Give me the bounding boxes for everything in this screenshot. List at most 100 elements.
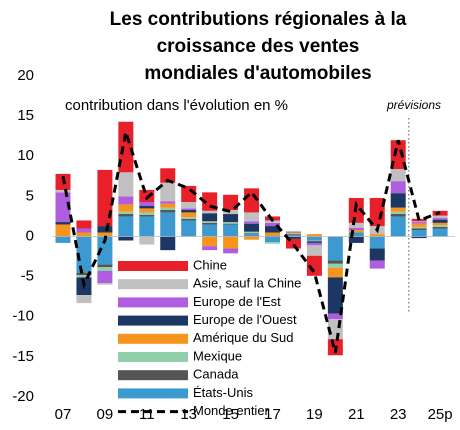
bar-segment xyxy=(160,236,176,251)
bar-segment xyxy=(369,248,385,261)
bar-segment xyxy=(244,233,260,235)
bar-segment xyxy=(76,272,92,276)
bar-segment xyxy=(223,222,239,224)
bar-segment xyxy=(202,246,218,251)
bar-segment xyxy=(285,234,301,237)
chart-title: Les contributions régionales à la xyxy=(110,9,407,30)
chart-title: croissance des ventes xyxy=(157,36,360,57)
bar-segment xyxy=(76,236,92,273)
bar-segment xyxy=(348,222,364,228)
bar-segment xyxy=(97,264,113,267)
bar-segment xyxy=(327,260,343,264)
x-tick-label: 17 xyxy=(264,406,281,423)
legend-swatch xyxy=(118,370,188,381)
bar-segment xyxy=(432,226,448,229)
legend-label: Europe de l'Est xyxy=(193,294,281,309)
bar-segment xyxy=(97,283,113,285)
bar-segment xyxy=(118,196,134,205)
bar-segment xyxy=(118,172,134,197)
bar-segment xyxy=(327,263,343,268)
legend-label: Canada xyxy=(193,367,239,382)
bar-segment xyxy=(348,230,364,233)
bar-segment xyxy=(118,211,134,215)
bar-segment xyxy=(306,255,322,276)
bar-segment xyxy=(411,223,427,227)
bar-segment xyxy=(181,201,197,209)
bar-segment xyxy=(202,210,218,214)
bar-segment xyxy=(223,223,239,225)
bar-segment xyxy=(348,227,364,231)
bar-segment xyxy=(265,235,280,237)
bar-segment xyxy=(348,232,364,237)
bar-segment xyxy=(432,219,448,223)
bar-segment xyxy=(160,203,176,208)
bar-segment xyxy=(55,224,71,237)
y-tick-label: -20 xyxy=(12,388,34,405)
legend-label: Chine xyxy=(193,257,227,272)
bar-segment xyxy=(265,232,280,236)
x-tick-label: 09 xyxy=(97,406,114,423)
bar-segment xyxy=(265,236,280,243)
legend-swatch xyxy=(118,333,188,344)
x-tick-label: 25p xyxy=(428,406,453,423)
bar-segment xyxy=(411,222,427,224)
legend-label: Amérique du Sud xyxy=(193,330,293,345)
bar-segment xyxy=(390,181,406,194)
bar-segment xyxy=(223,214,239,223)
bar-segment xyxy=(369,234,385,237)
bar-segment xyxy=(432,228,448,237)
bar-segment xyxy=(432,215,448,219)
bar-segment xyxy=(139,214,155,217)
bar-segment xyxy=(285,232,301,234)
y-tick-label: -15 xyxy=(12,348,34,365)
bar-segment xyxy=(97,169,113,227)
bar-segment xyxy=(285,238,301,249)
x-tick-label: 21 xyxy=(348,406,365,423)
legend-label: Mexique xyxy=(193,348,242,363)
bar-segment xyxy=(432,225,448,227)
bar-segment xyxy=(306,241,322,243)
bar-segment xyxy=(327,313,343,320)
bar-segment xyxy=(160,168,176,183)
bar-segment xyxy=(285,233,301,235)
bar-segment xyxy=(223,224,239,237)
chart-title: mondiales d'automobiles xyxy=(144,63,371,84)
bar-segment xyxy=(202,224,218,237)
y-tick-label: 0 xyxy=(26,227,34,244)
y-tick-label: 15 xyxy=(17,107,34,124)
bar-segment xyxy=(411,230,427,237)
bar-segment xyxy=(202,222,218,225)
bar-segment xyxy=(118,216,134,237)
x-tick-label: 23 xyxy=(390,406,407,423)
bar-segment xyxy=(97,271,113,284)
bar-segment xyxy=(390,214,406,217)
bar-segment xyxy=(160,201,176,204)
bar-segment xyxy=(160,182,176,202)
subtitle: contribution dans l'évolution en % xyxy=(65,97,288,114)
bar-segment xyxy=(348,236,364,243)
bar-segment xyxy=(97,266,113,272)
bar-segment xyxy=(139,236,155,245)
x-tick-label: 15 xyxy=(222,406,239,423)
bar-segment xyxy=(139,189,155,202)
bar-segment xyxy=(139,216,155,237)
bar-segment xyxy=(411,228,427,231)
bar-segment xyxy=(181,218,197,221)
bar-segment xyxy=(139,212,155,215)
bar-segment xyxy=(432,218,448,220)
bar-segment xyxy=(390,207,406,212)
bar-segment xyxy=(390,216,406,237)
bar-segment xyxy=(118,236,134,241)
bar-segment xyxy=(139,208,155,213)
bar-segment xyxy=(223,210,239,215)
legend-swatch xyxy=(118,279,188,290)
bar-segment xyxy=(265,226,280,233)
bar-segment xyxy=(265,242,280,244)
bar-segment xyxy=(411,221,427,223)
bar-segment xyxy=(76,232,92,237)
bar-segment xyxy=(411,226,427,229)
bar-segment xyxy=(76,295,92,304)
bar-segment xyxy=(139,206,155,209)
bar-segment xyxy=(306,240,322,242)
